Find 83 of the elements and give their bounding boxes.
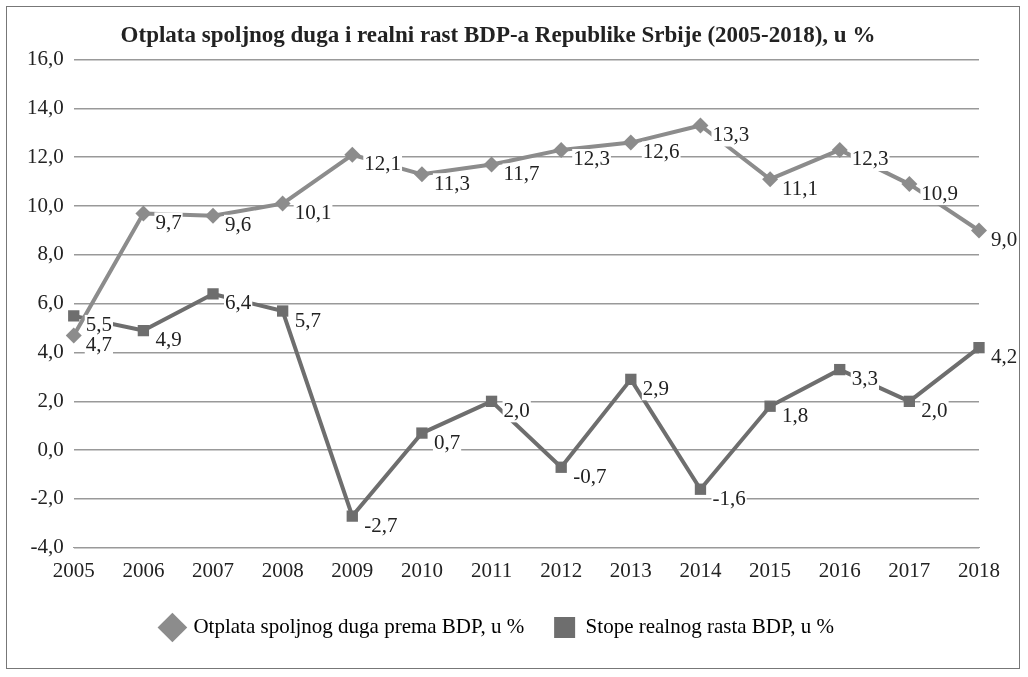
data-label: 12,6	[642, 139, 680, 164]
x-tick-label: 2011	[470, 557, 513, 582]
data-label: 9,0	[991, 226, 1018, 251]
data-label: 9,7	[155, 209, 182, 234]
y-tick-label: -2,0	[30, 485, 64, 510]
y-tick-label: 12,0	[27, 143, 64, 168]
data-label: -0,7	[573, 463, 607, 488]
y-tick-label: 6,0	[37, 290, 64, 315]
point	[831, 141, 848, 158]
chart-title: Otplata spoljnog duga i realni rast BDP-a Republike Srbije (2005-2018), u %	[120, 21, 876, 47]
point	[137, 324, 150, 337]
x-tick-label: 2005	[52, 557, 95, 582]
y-tick-label: 2,0	[37, 387, 64, 412]
y-tick-label: -4,0	[30, 534, 64, 559]
data-label: 4,2	[991, 344, 1018, 369]
data-label: 5,5	[85, 312, 112, 337]
x-tick-label: 2007	[192, 557, 235, 582]
y-tick-label: 14,0	[27, 94, 64, 119]
point	[625, 373, 637, 386]
point	[205, 207, 222, 224]
x-tick-label: 2012	[540, 557, 583, 582]
x-tick-label: 2017	[888, 557, 931, 582]
x-tick-label: 2014	[679, 557, 722, 582]
data-label: 10,1	[294, 200, 332, 225]
data-label: 13,3	[712, 122, 750, 147]
data-label: 12,3	[851, 146, 889, 171]
point	[413, 166, 430, 183]
point	[762, 171, 779, 188]
data-label: 3,3	[851, 366, 878, 391]
x-tick-label: 2008	[261, 557, 304, 582]
data-label: 2,9	[642, 375, 670, 400]
data-label: 1,8	[782, 402, 809, 427]
x-tick-label: 2013	[609, 557, 652, 582]
point	[207, 288, 219, 300]
x-tick-label: 2009	[331, 557, 374, 582]
data-label: 11,7	[503, 161, 540, 186]
point	[903, 395, 916, 407]
point	[277, 305, 289, 317]
data-label: 5,7	[294, 307, 321, 332]
point	[622, 134, 639, 151]
point	[553, 141, 570, 158]
data-label: 9,6	[225, 212, 252, 237]
point	[555, 461, 567, 473]
point	[694, 483, 707, 495]
data-label: -1,6	[712, 485, 746, 510]
point	[485, 395, 498, 407]
point	[901, 176, 918, 193]
point	[68, 310, 80, 322]
point	[135, 205, 152, 222]
point	[483, 156, 500, 173]
x-tick-label: 2010	[400, 557, 443, 582]
data-label: 0,7	[433, 429, 461, 454]
data-label: 11,1	[782, 175, 819, 200]
data-label: 12,3	[573, 146, 610, 171]
point	[971, 222, 987, 239]
x-tick-label: 2016	[818, 557, 861, 582]
data-label: 4,9	[155, 327, 182, 352]
y-tick-label: 4,0	[37, 339, 64, 364]
point	[346, 510, 358, 522]
y-tick-label: 10,0	[27, 192, 64, 217]
point	[416, 427, 428, 439]
y-tick-label: 0,0	[37, 436, 64, 461]
point	[764, 400, 776, 412]
point	[344, 146, 361, 163]
data-label: -2,7	[364, 512, 398, 537]
point	[973, 341, 985, 354]
data-label: 12,1	[364, 151, 402, 176]
data-label: 2,0	[503, 397, 530, 422]
point	[65, 327, 82, 344]
y-tick-label: 8,0	[37, 241, 64, 266]
x-tick-label: 2015	[749, 557, 792, 582]
x-tick-label: 2018	[958, 557, 1000, 582]
legend-label: Otplata spoljnog duga prema BDP, u %	[193, 614, 525, 639]
data-label: 6,4	[225, 290, 252, 315]
x-tick-label: 2006	[122, 557, 165, 582]
legend-label: Stope realnog rasta BDP, u %	[585, 614, 835, 639]
point	[692, 117, 709, 134]
point	[274, 195, 291, 212]
y-tick-label: 16,0	[27, 46, 64, 71]
point	[834, 363, 846, 376]
data-label: 10,9	[921, 180, 959, 205]
data-label: 2,0	[921, 397, 948, 422]
data-label: 11,3	[433, 170, 470, 195]
